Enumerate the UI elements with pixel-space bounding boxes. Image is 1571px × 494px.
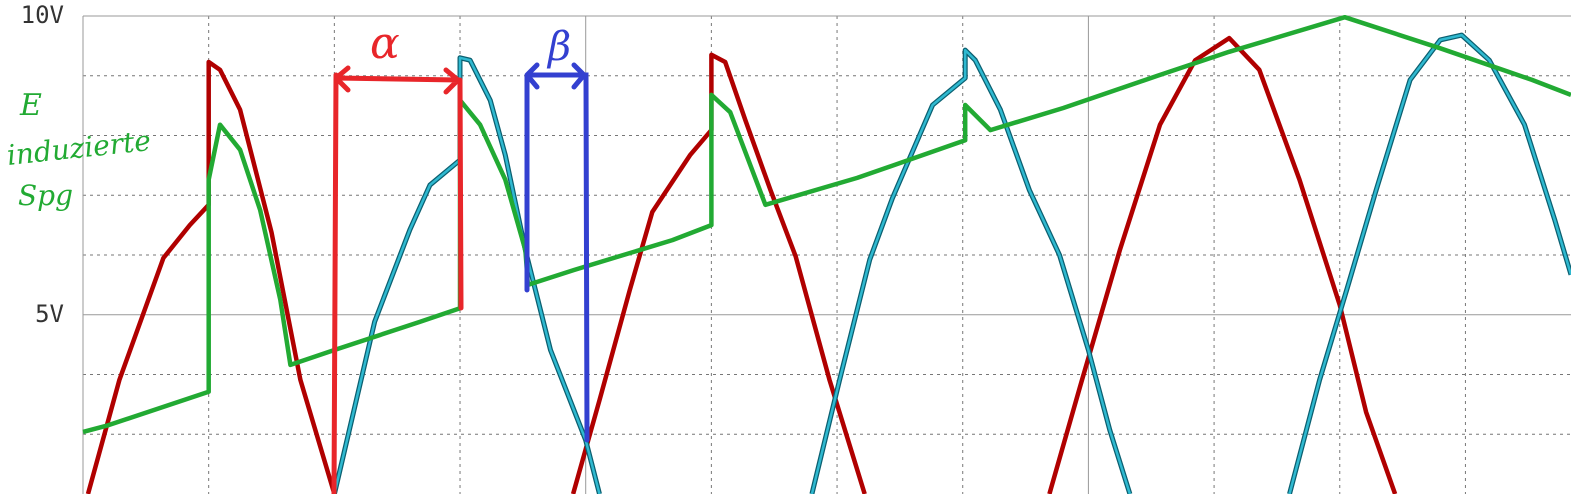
y-tick-label: 10V xyxy=(21,1,64,29)
annotation: Spg xyxy=(18,179,73,212)
annotation: α xyxy=(370,18,400,69)
annotation: E xyxy=(19,88,42,123)
series-line-outline xyxy=(331,32,1571,494)
series-line xyxy=(85,35,1398,494)
annotation: β xyxy=(546,24,571,70)
series-line xyxy=(333,33,1571,494)
y-tick-label: 5V xyxy=(35,300,64,328)
annotation: induzierte xyxy=(5,124,152,172)
annotation-drawing xyxy=(331,62,590,494)
lines xyxy=(82,14,1571,494)
series-line xyxy=(82,14,1571,435)
